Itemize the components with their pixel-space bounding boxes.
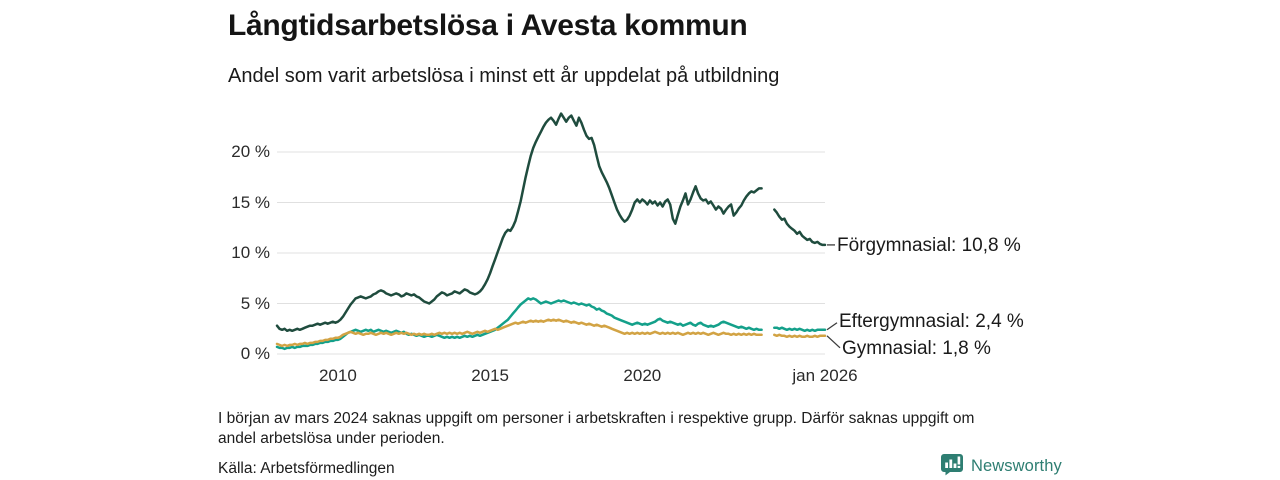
newsworthy-wordmark: Newsworthy [971, 457, 1062, 475]
chart-subtitle: Andel som varit arbetslösa i minst ett å… [228, 65, 780, 87]
source-attribution: Källa: Arbetsförmedlingen [218, 460, 395, 477]
y-axis-tick-label: 10 % [231, 243, 270, 262]
series-label-forgymnasial: Förgymnasial: 10,8 % [837, 235, 1021, 256]
y-axis-tick-label: 0 % [240, 344, 270, 363]
x-axis-tick-label: jan 2026 [792, 366, 858, 385]
content-column: Långtidsarbetslösa i Avesta kommun Andel… [218, 0, 1068, 480]
newsworthy-logo: Newsworthy [940, 452, 1062, 480]
y-axis-tick-label: 20 % [231, 142, 270, 161]
series-label-eftergymnasial: Eftergymnasial: 2,4 % [839, 311, 1024, 332]
y-axis-tick-label: 5 % [240, 293, 270, 313]
y-axis-tick-label: 15 % [231, 192, 270, 212]
footnote: I början av mars 2024 saknas uppgift om … [218, 409, 1070, 448]
footnote-line-2: andel arbetslösa under perioden. [218, 429, 445, 447]
chart-title: Långtidsarbetslösa i Avesta kommun [228, 9, 748, 42]
series-label-gymnasial: Gymnasial: 1,8 % [842, 338, 991, 359]
footnote-line-1: I början av mars 2024 saknas uppgift om … [218, 410, 975, 427]
plot-area [275, 112, 841, 355]
line-chart: 0 % 5 % 10 % 15 % 20 % 2010 2015 2020 jan 2026 … [228, 95, 1068, 400]
x-axis-tick-label: 2020 [623, 366, 662, 385]
newsworthy-chart-bubble-icon [940, 452, 964, 480]
y-axis-labels: 0 % 5 % 10 % 15 % 20 % [216, 95, 270, 375]
x-axis-tick-label: 2015 [471, 366, 510, 385]
x-axis-labels: 2010 2015 2020 jan 2026 [228, 366, 908, 388]
x-axis-tick-label: 2010 [318, 366, 357, 385]
